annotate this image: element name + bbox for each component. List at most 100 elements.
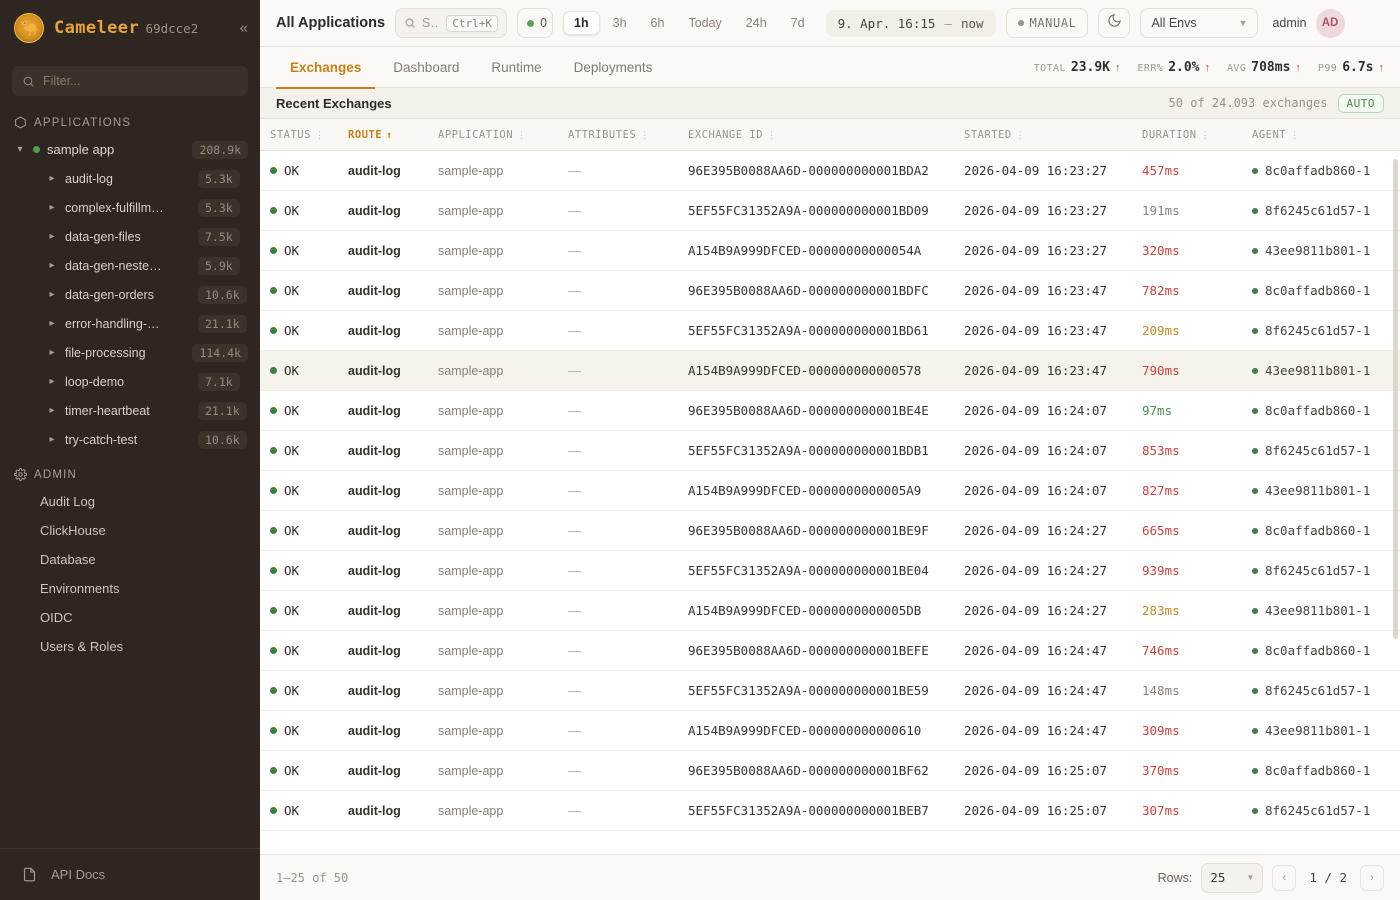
sidebar-admin-item[interactable]: ClickHouse	[0, 516, 260, 545]
sidebar-admin-item[interactable]: Users & Roles	[0, 632, 260, 661]
table-row[interactable]: OK audit-log sample-app — A154B9A999DFCED-00…	[260, 590, 1400, 631]
sidebar-route-item[interactable]: ▸ error-handling-… 21.1k	[0, 309, 260, 338]
metric-trend-icon: ↑	[1204, 61, 1211, 74]
sidebar-route-item[interactable]: ▸ data-gen-neste… 5.9k	[0, 251, 260, 280]
column-header-agent[interactable]: AGENT ⋮	[1252, 119, 1400, 151]
table-row[interactable]: OK audit-log sample-app —96E395B0088AA6D-00…	[260, 270, 1400, 311]
table-scrollbar-thumb[interactable]	[1393, 159, 1398, 639]
column-header-application[interactable]: APPLICATION ⋮	[438, 119, 568, 151]
cell-status: OK	[260, 710, 348, 751]
tab-dashboard[interactable]: Dashboard	[393, 59, 460, 75]
sidebar-collapse-icon[interactable]: «	[239, 19, 248, 37]
theme-toggle-button[interactable]	[1098, 8, 1131, 38]
auto-refresh-badge[interactable]: AUTO	[1337, 93, 1384, 113]
sidebar-app-count: 208.9k	[192, 140, 248, 159]
table-row[interactable]: OK audit-log sample-app — A154B9A999DFCED-00…	[260, 350, 1400, 391]
sidebar-route-item[interactable]: ▸ timer-heartbeat 21.1k	[0, 396, 260, 425]
tab-deployments[interactable]: Deployments	[573, 59, 653, 75]
sidebar-route-count: 114.4k	[192, 343, 248, 362]
sidebar-route-item[interactable]: ▸ data-gen-orders 10.6k	[0, 280, 260, 309]
table-row[interactable]: OK audit-log sample-app — A154B9A999DFCED-00…	[260, 710, 1400, 751]
table-row[interactable]: OK audit-log sample-app —5EF55FC31352A9A-00…	[260, 310, 1400, 351]
column-header-status[interactable]: STATUS ⋮	[260, 119, 348, 151]
column-header-attributes[interactable]: ATTRIBUTES ⋮	[568, 119, 688, 151]
cell-status: OK	[260, 430, 348, 471]
duration-value: 320ms	[1142, 243, 1180, 258]
sidebar-route-item[interactable]: ▸ file-processing 114.4k	[0, 338, 260, 367]
exchanges-table: STATUS ⋮ ROUTE ↑ APPLICATION ⋮ ATTRIBUTES ⋮ EXCH…	[260, 119, 1400, 831]
cell-duration: 827ms	[1142, 470, 1252, 511]
table-row[interactable]: OK audit-log sample-app —96E395B0088AA6D-00…	[260, 750, 1400, 791]
cell-attributes: —	[568, 470, 688, 511]
chevron-right-icon: ▸	[49, 231, 55, 242]
connection-status-dot	[527, 19, 535, 27]
time-range-button[interactable]: 7d	[790, 16, 805, 30]
cell-exchange-id: A154B9A999DFCED-000000000000610	[688, 710, 964, 751]
agent-status-dot	[1252, 807, 1258, 814]
sidebar-route-item[interactable]: ▸ loop-demo 7.1k	[0, 367, 260, 396]
refresh-mode-button[interactable]: MANUAL	[1005, 8, 1089, 38]
table-row[interactable]: OK audit-log sample-app —96E395B0088AA6D-00…	[260, 390, 1400, 431]
table-scrollbar[interactable]	[1393, 159, 1398, 850]
absolute-time-range[interactable]: 9. Apr. 16:15 — now	[825, 9, 996, 37]
table-row[interactable]: OK audit-log sample-app —96E395B0088AA6D-00…	[260, 510, 1400, 551]
column-header-exchangeid[interactable]: EXCHANGE ID ⋮	[688, 119, 964, 151]
cell-status: OK	[260, 670, 348, 711]
cell-exchange-id: 96E395B0088AA6D-000000000001BDA2	[688, 150, 964, 191]
sidebar-filter-input[interactable]	[43, 74, 238, 88]
duration-value: 746ms	[1142, 643, 1180, 658]
table-row[interactable]: OK audit-log sample-app — A154B9A999DFCED-00…	[260, 230, 1400, 271]
next-page-button[interactable]: ›	[1360, 864, 1384, 891]
agent-label: 8f6245c61d57-1	[1265, 203, 1371, 218]
time-range-button[interactable]: Today	[688, 16, 722, 30]
sidebar-app-sample-app[interactable]: ▾ sample app 208.9k	[0, 135, 260, 164]
sidebar-admin-item[interactable]: Audit Log	[0, 487, 260, 516]
sidebar-route-item[interactable]: ▸ complex-fulfillm… 5.3k	[0, 193, 260, 222]
table-row[interactable]: OK audit-log sample-app —5EF55FC31352A9A-00…	[260, 430, 1400, 471]
range-separator: —	[944, 15, 952, 31]
sidebar-header: 🐪 Cameleer 69dcce2 «	[0, 0, 260, 56]
time-range-button[interactable]: 3h	[612, 16, 627, 30]
table-row[interactable]: OK audit-log sample-app — A154B9A999DFCED-00…	[260, 470, 1400, 511]
duration-value: 939ms	[1142, 563, 1180, 578]
time-range-button[interactable]: 1h	[563, 11, 600, 35]
avatar[interactable]: AD	[1315, 8, 1345, 38]
gear-icon	[14, 468, 27, 481]
tab-exchanges[interactable]: Exchanges	[276, 48, 376, 89]
time-range-button[interactable]: 6h	[650, 16, 665, 30]
cell-duration: 457ms	[1142, 150, 1252, 191]
cell-started: 2026-04-09 16:24:07	[964, 430, 1142, 471]
column-header-duration[interactable]: DURATION ⋮	[1142, 119, 1252, 151]
prev-page-button[interactable]: ‹	[1272, 864, 1297, 891]
table-row[interactable]: OK audit-log sample-app —5EF55FC31352A9A-00…	[260, 670, 1400, 711]
cell-duration: 209ms	[1142, 310, 1252, 351]
sidebar-admin-item[interactable]: Database	[0, 545, 260, 574]
time-range-button[interactable]: 24h	[745, 16, 767, 30]
rows-per-page-select[interactable]: 25 ▼	[1201, 862, 1264, 893]
table-row[interactable]: OK audit-log sample-app —5EF55FC31352A9A-00…	[260, 190, 1400, 231]
sidebar-route-item[interactable]: ▸ data-gen-files 7.5k	[0, 222, 260, 251]
sidebar-api-docs[interactable]: API Docs	[0, 848, 260, 900]
sidebar-admin-item[interactable]: OIDC	[0, 603, 260, 632]
table-row[interactable]: OK audit-log sample-app —5EF55FC31352A9A-00…	[260, 790, 1400, 831]
cell-attributes: —	[568, 390, 688, 431]
search-icon	[22, 75, 35, 88]
sidebar-admin-item[interactable]: Environments	[0, 574, 260, 603]
sidebar-route-item[interactable]: ▸ audit-log 5.3k	[0, 164, 260, 193]
column-header-route[interactable]: ROUTE ↑	[348, 119, 438, 151]
sidebar-route-label: data-gen-neste…	[65, 258, 162, 273]
global-search-box[interactable]: S… Ctrl+K	[395, 8, 508, 38]
table-row[interactable]: OK audit-log sample-app —5EF55FC31352A9A-00…	[260, 550, 1400, 591]
status-dot	[270, 647, 277, 654]
table-row[interactable]: OK audit-log sample-app —96E395B0088AA6D-00…	[260, 150, 1400, 191]
sidebar-filter-box[interactable]	[12, 66, 248, 96]
user-menu[interactable]: admin AD	[1272, 8, 1345, 38]
cell-duration: 307ms	[1142, 790, 1252, 831]
tab-runtime[interactable]: Runtime	[491, 59, 542, 75]
environment-select[interactable]: All Envs ▼	[1140, 8, 1259, 38]
exchanges-table-wrap: STATUS ⋮ ROUTE ↑ APPLICATION ⋮ ATTRIBUTES ⋮ EXCH…	[260, 119, 1400, 854]
table-row[interactable]: OK audit-log sample-app —96E395B0088AA6D-00…	[260, 630, 1400, 671]
cell-attributes: —	[568, 590, 688, 631]
column-header-started[interactable]: STARTED ⋮	[964, 119, 1142, 151]
sidebar-route-item[interactable]: ▸ try-catch-test 10.6k	[0, 425, 260, 454]
